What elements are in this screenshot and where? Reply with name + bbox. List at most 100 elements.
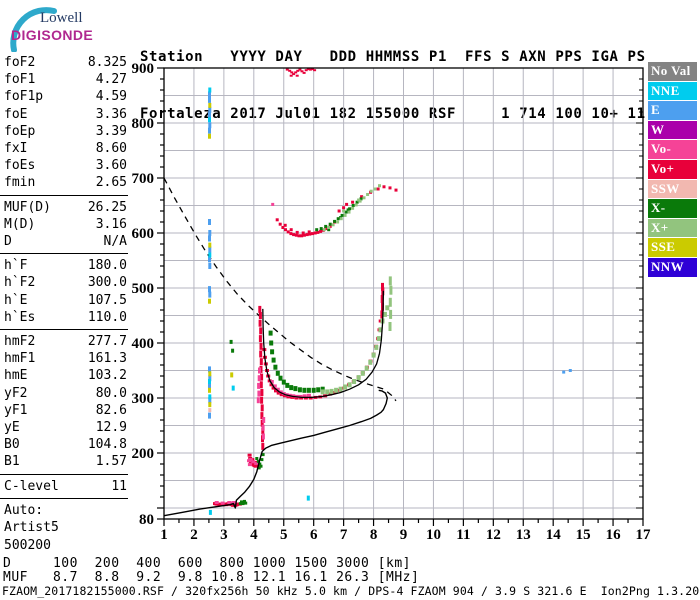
echo-mark [258,335,262,343]
echo-mark [285,382,290,388]
echo-mark [376,187,380,191]
param-row: yE 12.9 [0,419,130,436]
echo-mark [311,232,314,236]
param-label: foF1 [4,72,36,88]
param-value: 4.27 [95,72,127,88]
param-row: h`F 180.0 [0,257,130,274]
y-axis-label: 500 [132,281,155,297]
echo-mark [568,369,572,372]
echo-mark [278,375,283,381]
echo-mark [292,233,296,237]
direction-color-legend: No Val NNE E W Vo- Vo+ SSW X- X+ SSE NNW [648,62,697,278]
echo-mark [258,312,262,319]
series-hop2-o [275,185,398,238]
echo-mark [298,68,302,71]
param-value: N/A [103,234,127,250]
logo-digisonde-text: DIGISONDE [11,27,94,43]
echo-mark [261,442,265,450]
legend-item-e: E [648,101,697,120]
echo-mark [260,419,264,427]
param-value: 104.8 [87,437,127,453]
autoscaling-info: Auto: [4,502,44,518]
echo-mark [333,219,337,223]
echo-mark [279,393,284,397]
echo-mark [302,71,306,74]
echo-mark [208,291,212,298]
x-axis-label: 16 [606,527,622,543]
echo-mark [286,230,290,234]
param-label: D [4,234,12,250]
echo-mark [261,453,265,457]
header-values-row: Fortaleza 2017 Jul01 182 155000 RSF 1 71… [140,106,646,122]
echo-mark [351,204,355,207]
param-label: h`Es [4,309,36,325]
echo-mark [231,348,235,353]
echo-mark [259,358,263,366]
param-label: yE [4,420,20,436]
echo-mark [388,322,392,331]
fitted-trace-line [262,290,385,399]
series-top-cluster-o [285,68,317,77]
param-label: fxI [4,141,28,157]
echo-mark [306,393,311,397]
y-axis-label: 900 [132,61,155,77]
echo-mark [238,502,242,506]
echo-mark [257,390,261,397]
echo-mark [208,263,212,269]
param-label: hmE [4,368,28,384]
echo-mark [302,387,307,393]
logo-lowell-text: Lowell [40,10,83,26]
series-hop2-x [315,197,363,232]
param-value: 103.2 [87,368,127,384]
param-label: MUF(D) [4,199,51,215]
echo-mark [289,74,293,77]
param-label: foF1p [4,89,44,105]
echo-mark [273,364,278,370]
echo-mark [324,224,328,228]
x-axis-label: 9 [400,527,408,543]
legend-item-sse: SSE [648,238,697,257]
param-row: h`F2 300.0 [0,274,130,291]
echo-mark [270,349,275,355]
param-label: M(D) [4,216,36,232]
param-value: 277.7 [87,334,127,350]
param-value: 161.3 [87,351,127,367]
param-row: fxI 8.60 [0,140,130,157]
echo-mark [347,382,352,388]
echo-mark [338,386,343,392]
echo-mark [208,230,212,236]
echo-mark [208,256,211,263]
echo-mark [274,389,278,393]
echo-mark [354,203,358,207]
echo-mark [257,375,261,382]
y-axis-label: 400 [132,336,155,352]
echo-mark [357,198,361,202]
echo-mark [208,122,212,129]
param-row: hmF2 277.7 [0,333,130,350]
echo-mark [258,319,262,327]
x-axis-label: 10 [426,527,441,543]
param-row: yF2 80.0 [0,385,130,402]
echo-mark [214,501,219,504]
echo-mark [295,230,299,234]
param-label: fmin [4,175,36,191]
param-label: foE [4,106,28,122]
param-value: 180.0 [87,258,127,274]
echo-mark [208,298,211,304]
x-axis-label: 2 [190,527,198,543]
legend-item-no-val: No Val [648,62,697,81]
echo-mark [229,339,233,344]
echo-mark [306,387,311,393]
muf-row: MUF 8.7 8.8 9.2 9.8 10.8 12.1 16.1 26.3 … [3,570,420,585]
param-value: 12.9 [95,420,127,436]
echo-mark [307,230,311,234]
echo-mark [316,387,321,393]
echo-mark [380,295,384,303]
echo-mark [376,336,381,342]
param-value: 82.6 [95,402,127,418]
echo-mark [388,276,392,286]
series-f-inner-x [268,330,325,393]
echo-mark [388,186,392,190]
echo-mark [378,184,381,188]
echo-mark [208,379,211,384]
